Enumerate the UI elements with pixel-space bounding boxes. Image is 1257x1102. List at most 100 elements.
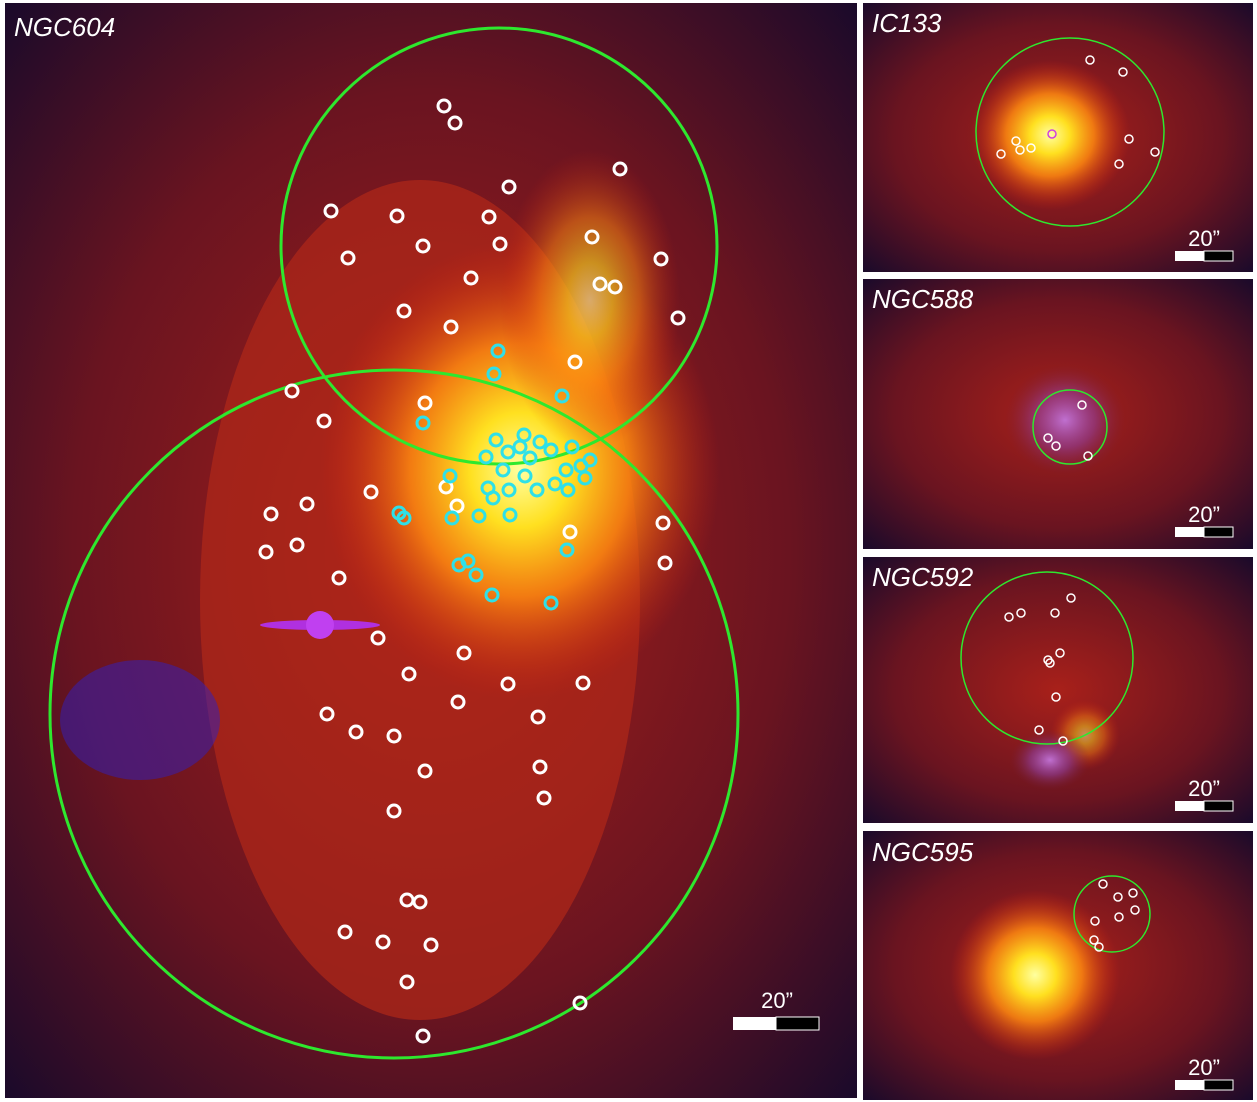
panel-ic133: IC133: [863, 3, 1253, 272]
source-marker: [460, 553, 476, 569]
source-marker: [450, 694, 466, 710]
source-marker: [415, 415, 431, 431]
source-marker: [391, 505, 407, 521]
source-marker: [612, 161, 628, 177]
source-marker: [1113, 892, 1123, 902]
source-marker: [1015, 145, 1025, 155]
scale-label: 20”: [1188, 226, 1220, 251]
panel-label: NGC595: [872, 837, 974, 867]
source-marker: [1128, 888, 1138, 898]
source-marker: [284, 383, 300, 399]
source-marker: [417, 763, 433, 779]
source-marker: [436, 98, 452, 114]
source-marker: [1150, 147, 1160, 157]
source-marker: [1026, 143, 1036, 153]
source-marker: [488, 432, 504, 448]
source-marker: [258, 544, 274, 560]
source-marker: [386, 803, 402, 819]
source-marker: [584, 229, 600, 245]
source-marker: [517, 468, 533, 484]
source-marker: [1004, 612, 1014, 622]
source-marker: [564, 439, 580, 455]
source-marker: [289, 537, 305, 553]
source-marker: [500, 444, 516, 460]
source-marker: [337, 924, 353, 940]
panel-label: NGC588: [872, 284, 974, 314]
panel-label: NGC592: [872, 562, 974, 592]
source-marker: [1098, 879, 1108, 889]
source-marker: [375, 934, 391, 950]
source-marker: [399, 974, 415, 990]
source-marker: [486, 366, 502, 382]
scale-bar: [1175, 527, 1204, 537]
source-marker: [363, 484, 379, 500]
scale-label: 20”: [1188, 1055, 1220, 1080]
source-marker: [1089, 935, 1099, 945]
source-marker: [490, 343, 506, 359]
source-marker: [1051, 441, 1061, 451]
source-marker: [572, 995, 588, 1011]
source-marker: [299, 496, 315, 512]
source-marker: [1114, 159, 1124, 169]
panel-ngc595: NGC595: [863, 831, 1253, 1100]
source-marker: [575, 675, 591, 691]
source-marker: [522, 450, 538, 466]
source-marker: [562, 524, 578, 540]
source-marker: [1058, 736, 1068, 746]
source-marker: [463, 270, 479, 286]
source-marker: [670, 310, 686, 326]
source-marker: [543, 595, 559, 611]
source-marker: [456, 645, 472, 661]
source-marker: [396, 303, 412, 319]
source-marker: [415, 238, 431, 254]
scale-bar: [733, 1017, 776, 1030]
source-marker: [657, 555, 673, 571]
scale-label: 20”: [761, 988, 793, 1013]
source-marker: [543, 442, 559, 458]
scale-label: 20”: [1188, 502, 1220, 527]
scale-bar: [1203, 250, 1234, 262]
source-marker: [560, 482, 576, 498]
source-marker: [1124, 134, 1134, 144]
source-marker: [417, 395, 433, 411]
source-marker: [577, 470, 593, 486]
source-marker: [443, 319, 459, 335]
scale-bar: [775, 1016, 820, 1031]
scale-bar: [1203, 800, 1234, 812]
source-marker: [316, 413, 332, 429]
source-marker: [412, 894, 428, 910]
source-marker: [607, 279, 623, 295]
source-marker: [1114, 912, 1124, 922]
source-marker: [1066, 593, 1076, 603]
source-marker: [501, 482, 517, 498]
source-marker: [1016, 608, 1026, 618]
source-marker: [1034, 725, 1044, 735]
panel-ngc588: NGC588: [863, 279, 1253, 549]
source-marker: [478, 449, 494, 465]
scale-bar: [1175, 801, 1204, 811]
source-marker: [1083, 451, 1093, 461]
source-marker: [592, 276, 608, 292]
source-marker: [495, 462, 511, 478]
source-marker: [1011, 136, 1021, 146]
source-marker: [331, 570, 347, 586]
source-marker: [415, 1028, 431, 1044]
source-marker: [532, 434, 548, 450]
source-marker: [1094, 942, 1104, 952]
source-marker: [481, 209, 497, 225]
source-marker: [532, 759, 548, 775]
panel-ngc592: NGC592: [863, 557, 1253, 823]
source-marker: [502, 507, 518, 523]
source-marker: [323, 203, 339, 219]
source-marker: [1051, 692, 1061, 702]
source-marker: [471, 508, 487, 524]
panel-label: NGC604: [14, 12, 115, 42]
scale-bar: [1203, 1079, 1234, 1091]
source-marker: [423, 937, 439, 953]
panel-ngc604: NGC604 20”: [5, 3, 857, 1098]
source-marker: [263, 506, 279, 522]
source-marker: [401, 666, 417, 682]
source-marker: [536, 790, 552, 806]
source-marker: [653, 251, 669, 267]
